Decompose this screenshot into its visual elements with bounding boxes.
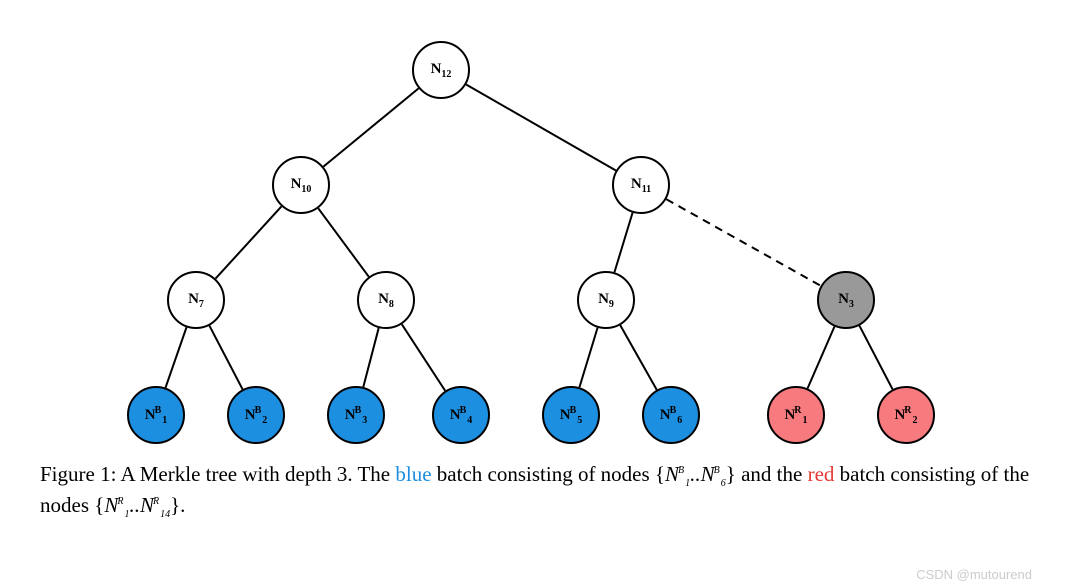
node-label: NR1 xyxy=(784,405,807,426)
node-n9: N9 xyxy=(577,271,635,329)
edge-n7-nb1 xyxy=(166,327,187,387)
node-nb5: NB5 xyxy=(542,386,600,444)
node-label: N10 xyxy=(291,176,312,195)
watermark: CSDN @mutourend xyxy=(916,567,1032,582)
node-n11: N11 xyxy=(612,156,670,214)
node-nb2: NB2 xyxy=(227,386,285,444)
node-label: NB2 xyxy=(245,405,268,426)
edge-n3-nr2 xyxy=(859,326,892,390)
edge-n9-nb5 xyxy=(579,328,597,388)
edge-n12-n10 xyxy=(323,88,418,166)
node-label: N7 xyxy=(188,291,204,310)
node-label: NR2 xyxy=(894,405,917,426)
node-label: N3 xyxy=(838,291,854,310)
edge-n10-n8 xyxy=(318,208,369,276)
node-n12: N12 xyxy=(412,41,470,99)
edge-n10-n7 xyxy=(216,206,282,278)
edge-n3-nr1 xyxy=(808,327,835,389)
caption-mid2: } and the xyxy=(726,462,808,486)
node-n7: N7 xyxy=(167,271,225,329)
node-label: NB6 xyxy=(660,405,683,426)
node-label: NB5 xyxy=(560,405,583,426)
figure-wrapper: N12 N10 N11 N7 N8 N9 N3 NB1 NB2 NB3 NB4 NB5 NB6 NR1 NR… xyxy=(40,20,1042,522)
node-label: N11 xyxy=(631,176,651,195)
tree-edges xyxy=(41,20,1041,450)
caption-set1: NB1..NB6 xyxy=(665,462,726,486)
node-label: NB3 xyxy=(345,405,368,426)
edge-n9-nb6 xyxy=(620,325,656,390)
node-nb4: NB4 xyxy=(432,386,490,444)
node-n10: N10 xyxy=(272,156,330,214)
caption-suffix: }. xyxy=(170,493,185,517)
caption-mid1: batch consisting of nodes { xyxy=(432,462,665,486)
caption-blue-word: blue xyxy=(395,462,431,486)
merkle-tree-diagram: N12 N10 N11 N7 N8 N9 N3 NB1 NB2 NB3 NB4 NB5 NB6 NR1 NR… xyxy=(41,20,1041,450)
node-nb3: NB3 xyxy=(327,386,385,444)
edge-n11-n9 xyxy=(614,213,632,273)
node-label: NB1 xyxy=(145,405,168,426)
edge-n12-n11 xyxy=(466,84,616,170)
node-label: N12 xyxy=(431,61,452,80)
edge-n11-n3 xyxy=(666,199,820,286)
node-nb6: NB6 xyxy=(642,386,700,444)
node-label: N9 xyxy=(598,291,614,310)
node-label: N8 xyxy=(378,291,394,310)
figure-caption: Figure 1: A Merkle tree with depth 3. Th… xyxy=(40,460,1042,522)
node-nr1: NR1 xyxy=(767,386,825,444)
caption-prefix: Figure 1: A Merkle tree with depth 3. Th… xyxy=(40,462,395,486)
node-label: NB4 xyxy=(450,405,473,426)
node-n3: N3 xyxy=(817,271,875,329)
caption-red-word: red xyxy=(808,462,835,486)
edge-n8-nb4 xyxy=(402,324,445,390)
edge-n8-nb3 xyxy=(363,328,378,387)
edge-n7-nb2 xyxy=(209,326,242,390)
node-nr2: NR2 xyxy=(877,386,935,444)
node-nb1: NB1 xyxy=(127,386,185,444)
node-n8: N8 xyxy=(357,271,415,329)
caption-set2: NR1..NR14 xyxy=(104,493,170,517)
